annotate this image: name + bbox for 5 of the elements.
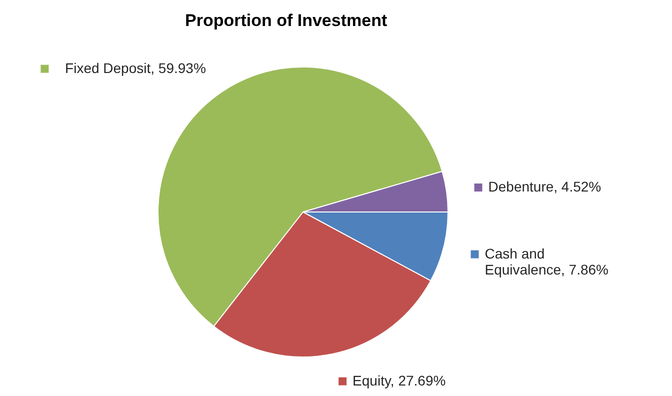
legend-label: Equity, 27.69% [352, 372, 446, 388]
legend-label: Fixed Deposit, 59.93% [65, 60, 206, 76]
legend-label: Cash and Equivalence, 7.86% [484, 245, 609, 278]
chart-title: Proportion of Investment [185, 11, 388, 30]
legend-label: Debenture, 4.52% [488, 178, 602, 195]
